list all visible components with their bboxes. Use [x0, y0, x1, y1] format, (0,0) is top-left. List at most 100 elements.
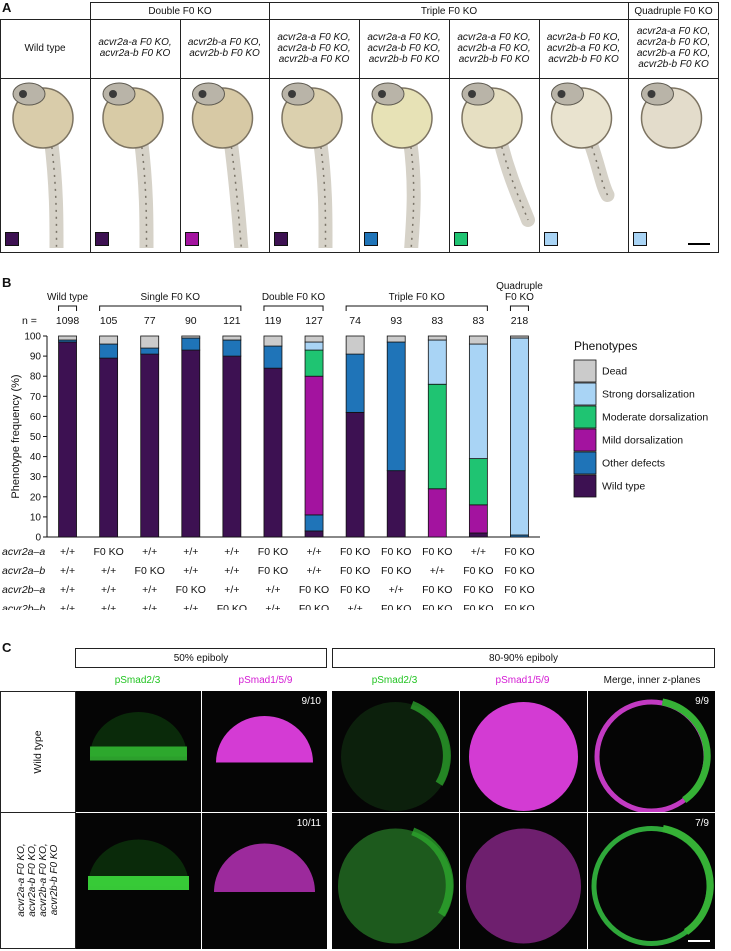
- n-value: 93: [390, 315, 402, 327]
- bar-segment: [304, 514, 324, 532]
- phenotype-chart: 0 10 20 30 40 50 60 70 80 90 100 Phenotype frequenc…: [2, 281, 708, 610]
- bar-segment: [386, 341, 406, 472]
- bar-segment: [345, 335, 365, 355]
- n-value: 83: [473, 315, 485, 327]
- microscopy-image: 9/9: [588, 691, 715, 812]
- genotype-value: +/+: [389, 584, 404, 596]
- legend-swatch: [573, 405, 597, 429]
- microscopy-image: [460, 813, 587, 949]
- microscopy-image: 9/10: [202, 691, 327, 812]
- panel-a-label: A: [2, 0, 12, 15]
- channel-header-psmad23-a: pSmad2/3: [114, 675, 161, 686]
- group-header-triple: Triple F0 KO: [269, 2, 629, 20]
- group-header-quadruple: Quadruple F0 KO: [628, 2, 719, 20]
- microscopy-image: 10/11: [202, 813, 327, 949]
- genotype-value: F0 KO: [504, 546, 534, 558]
- genotype-value: F0 KO: [135, 565, 165, 577]
- panel-b-label: B: [2, 275, 12, 290]
- genotype-value: F0 KO: [258, 546, 288, 558]
- bar-segment: [468, 532, 488, 538]
- genotype-value: +/+: [142, 546, 157, 558]
- bar-segment: [263, 345, 283, 369]
- legend-label: Wild type: [602, 481, 645, 493]
- legend-swatch: [573, 359, 597, 383]
- y-tick-label: 90: [30, 352, 42, 363]
- bar-segment: [427, 383, 447, 490]
- phenotype-swatch: [274, 232, 288, 246]
- genotype-value: +/+: [60, 546, 75, 558]
- y-tick-label: 60: [30, 412, 42, 423]
- embryo-image: [640, 82, 703, 149]
- genotype-value: F0 KO: [340, 546, 370, 558]
- count-label: 9/9: [695, 696, 709, 707]
- bar-segment: [468, 335, 488, 345]
- bar-segment: [263, 367, 283, 538]
- n-value: 127: [305, 315, 323, 327]
- grid-column-divider: [359, 19, 360, 253]
- embryo-image: [371, 82, 433, 248]
- genotype-value: +/+: [142, 584, 157, 596]
- group-label: Triple F0 KO: [389, 292, 446, 303]
- y-tick-label: 50: [30, 432, 42, 443]
- genotype-value: +/+: [224, 546, 239, 558]
- genotype-value: +/+: [430, 565, 445, 577]
- genotype-value: +/+: [265, 603, 280, 610]
- genotype-value: F0 KO: [340, 565, 370, 577]
- bar-segment: [304, 349, 324, 377]
- genotype-gene-label: acvr2a–a: [2, 546, 45, 558]
- channel-header-psmad159-a: pSmad1/5/9: [238, 675, 293, 686]
- bar-segment: [304, 335, 324, 343]
- bar-segment: [222, 339, 242, 357]
- bar-segment: [427, 335, 447, 341]
- group-bracket: [509, 305, 529, 311]
- embryo-image: [191, 82, 254, 248]
- genotype-value: +/+: [183, 546, 198, 558]
- genotype-value: F0 KO: [258, 565, 288, 577]
- n-value: 83: [431, 315, 443, 327]
- bar-segment: [304, 341, 324, 351]
- embryo-image: [102, 82, 164, 248]
- embryo-image: [550, 82, 615, 202]
- y-tick-label: 70: [30, 392, 42, 403]
- bar-segment: [386, 470, 406, 538]
- scale-bar: [688, 243, 710, 245]
- channel-header-merge: Merge, inner z-planes: [603, 675, 701, 686]
- n-value: 90: [185, 315, 197, 327]
- bar-segment: [222, 355, 242, 538]
- panel-c-label: C: [2, 640, 12, 655]
- group-label: Quadruple: [496, 281, 543, 292]
- genotype-value: F0 KO: [422, 584, 452, 596]
- y-tick-label: 10: [30, 512, 42, 523]
- microscopy-image: [332, 691, 459, 812]
- bar-segment: [263, 335, 283, 347]
- phenotype-swatch: [185, 232, 199, 246]
- genotype-value: +/+: [306, 546, 321, 558]
- microscopy-image: [76, 691, 201, 812]
- genotype-value: +/+: [306, 565, 321, 577]
- legend-label: Other defects: [602, 458, 665, 470]
- y-tick-label: 30: [30, 472, 42, 483]
- column-label-6: acvr2a-a F0 KO, acvr2b-a F0 KO, acvr2b-b F…: [457, 31, 531, 65]
- bar-segment: [99, 335, 119, 345]
- bar-segment: [140, 353, 160, 538]
- genotype-value: F0 KO: [504, 584, 534, 596]
- bar-segment: [510, 337, 529, 536]
- legend-title: Phenotypes: [574, 339, 637, 353]
- phenotype-swatch: [633, 232, 647, 246]
- grid-column-divider: [90, 19, 91, 253]
- group-label: Single F0 KO: [141, 292, 201, 303]
- grid-column-divider: [269, 19, 270, 253]
- y-tick-label: 80: [30, 372, 42, 383]
- n-value: 77: [144, 315, 156, 327]
- group-bracket: [99, 305, 242, 311]
- bar-segment: [468, 504, 488, 534]
- genotype-value: F0 KO: [381, 565, 411, 577]
- n-value: 105: [100, 315, 118, 327]
- grid-column-divider: [628, 19, 629, 253]
- bar-segment: [181, 337, 201, 351]
- genotype-value: +/+: [60, 584, 75, 596]
- bar-segment: [304, 375, 324, 516]
- phenotype-swatch: [5, 232, 19, 246]
- y-tick-label: 20: [30, 492, 42, 503]
- bar-segment: [345, 353, 365, 413]
